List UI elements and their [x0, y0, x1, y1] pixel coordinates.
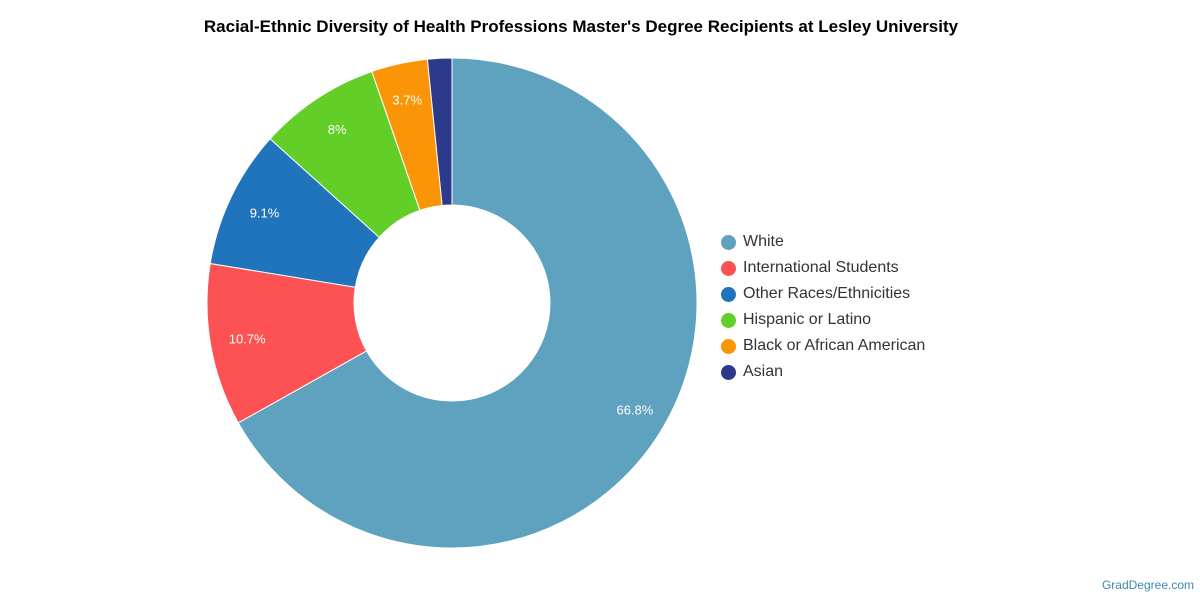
legend-label: Other Races/Ethnicities — [743, 285, 911, 302]
donut-chart: 66.8% 10.7% 9.1% 8% 3.7% — [206, 57, 698, 549]
legend-swatch — [721, 260, 736, 276]
legend-item-international-students[interactable]: International Students — [721, 255, 925, 281]
legend-label: Black or African American — [743, 337, 926, 354]
legend-swatch — [721, 338, 736, 354]
legend-swatch — [721, 364, 736, 380]
legend-swatch — [721, 234, 736, 250]
legend-item-black-or-african-american[interactable]: Black or African American — [721, 333, 925, 359]
legend-item-hispanic-or-latino[interactable]: Hispanic or Latino — [721, 307, 925, 333]
legend-item-white[interactable]: White — [721, 229, 925, 255]
slice-value-label: 3.7% — [392, 92, 422, 107]
legend-label: White — [743, 233, 784, 250]
legend-item-asian[interactable]: Asian — [721, 359, 925, 385]
legend-item-other-races[interactable]: Other Races/Ethnicities — [721, 281, 925, 307]
legend-swatch — [721, 312, 736, 328]
legend-label: Asian — [743, 363, 784, 380]
chart-title: Racial-Ethnic Diversity of Health Profes… — [203, 17, 959, 36]
legend-label: Hispanic or Latino — [743, 311, 872, 328]
chart-legend: White International Students Other Races… — [721, 229, 925, 385]
slice-value-label: 8% — [328, 122, 347, 137]
legend-label: International Students — [743, 259, 899, 276]
slice-asian[interactable] — [426, 57, 453, 207]
source-watermark[interactable]: GradDegree.com — [1101, 578, 1194, 592]
slice-international-students[interactable] — [206, 262, 368, 424]
slice-white[interactable] — [237, 57, 698, 549]
slice-value-label: 9.1% — [250, 205, 280, 220]
slice-value-label: 10.7% — [229, 332, 266, 347]
slice-value-label: 66.8% — [616, 403, 653, 418]
legend-swatch — [721, 286, 736, 302]
